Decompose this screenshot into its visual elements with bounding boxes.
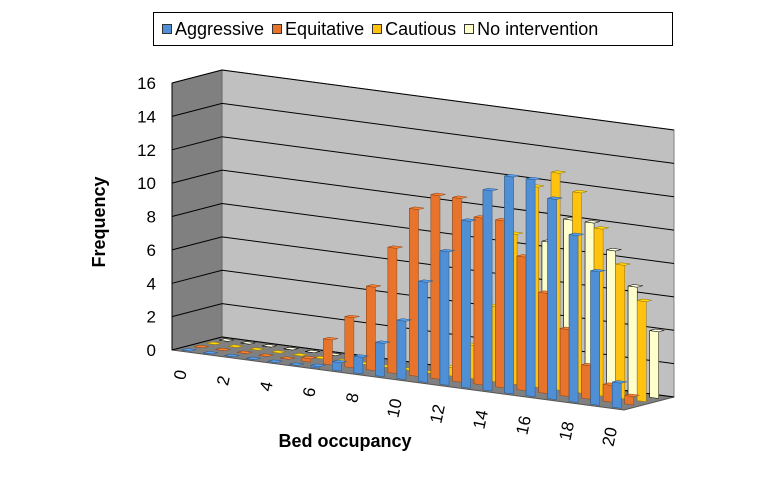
y-tick-label: 14 <box>137 107 156 126</box>
bar <box>409 206 425 377</box>
bar <box>344 314 360 369</box>
bar <box>590 268 606 406</box>
bar <box>305 349 320 354</box>
y-tick-label: 8 <box>147 208 156 227</box>
bar <box>301 355 317 363</box>
bar <box>375 340 391 378</box>
bar <box>439 248 455 386</box>
bar <box>559 326 575 397</box>
legend-label: Equitative <box>285 18 365 39</box>
gridline <box>171 136 675 198</box>
bar <box>292 353 308 357</box>
bar <box>271 350 286 354</box>
tick-labels: 0 2 4 6 8 10 12 14 16 0 2 4 6 8 10 12 14 16 18 20 <box>137 74 621 448</box>
gridline <box>171 169 675 231</box>
bar <box>473 215 489 386</box>
bar <box>237 350 252 354</box>
bar <box>430 192 446 380</box>
legend-item: Equitative <box>272 19 364 40</box>
bar <box>323 336 339 366</box>
bar <box>249 347 265 351</box>
legend-swatch <box>372 24 383 34</box>
gridline <box>171 69 675 131</box>
y-tick-label: 6 <box>147 241 156 260</box>
legend-swatch <box>162 24 172 34</box>
legend-item: Aggressive <box>162 19 264 40</box>
bar <box>387 245 403 374</box>
bar <box>283 347 299 351</box>
bar <box>228 344 243 348</box>
legend-swatch <box>464 24 475 34</box>
x-tick-label: 14 <box>469 408 492 430</box>
x-axis-label: Bed occupancy <box>278 431 411 451</box>
bar <box>606 247 622 394</box>
bar <box>366 284 382 371</box>
bar <box>516 254 532 391</box>
legend-swatch <box>272 24 283 34</box>
bars <box>181 170 665 409</box>
bar <box>602 382 618 403</box>
bar <box>332 359 348 372</box>
y-tick-label: 2 <box>147 308 156 327</box>
bar <box>627 284 643 396</box>
bar <box>289 362 305 366</box>
bar <box>482 187 498 392</box>
bar <box>206 341 222 345</box>
bar <box>525 176 541 398</box>
bar <box>504 174 520 395</box>
x-tick-label: 18 <box>556 420 579 442</box>
x-tick-label: 10 <box>383 397 406 419</box>
bar <box>568 232 584 403</box>
y-axis-label: Frequency <box>89 176 109 267</box>
legend-label: Cautious <box>385 18 457 39</box>
x-tick-label: 4 <box>256 380 277 393</box>
y-tick-label: 4 <box>147 274 156 293</box>
bar <box>649 328 665 399</box>
bar <box>203 351 218 355</box>
x-tick-label: 12 <box>426 403 449 425</box>
x-tick-label: 16 <box>512 414 535 436</box>
x-tick-label: 2 <box>213 374 234 387</box>
bar <box>194 344 209 349</box>
bar <box>636 298 652 403</box>
x-tick-label: 20 <box>599 425 622 447</box>
bar <box>240 341 256 345</box>
x-tick-label: 8 <box>342 391 363 404</box>
bar <box>246 356 261 360</box>
bar <box>353 354 369 375</box>
bar <box>611 380 627 409</box>
gridline <box>171 102 675 164</box>
bar <box>215 347 231 351</box>
legend-item: Cautious <box>372 19 456 40</box>
x-tick-label: 6 <box>299 385 320 398</box>
bar <box>181 348 197 352</box>
gridline <box>171 202 675 264</box>
legend: Aggressive Equitative Cautious No intervent… <box>153 12 673 46</box>
bar <box>280 356 295 360</box>
legend-item: No intervention <box>464 19 598 40</box>
bar <box>624 393 640 406</box>
y-tick-label: 0 <box>147 341 156 360</box>
y-tick-label: 10 <box>137 174 156 193</box>
bar <box>452 195 468 383</box>
legend-label: No intervention <box>477 18 599 39</box>
legend-label: Aggressive <box>175 18 265 39</box>
bar <box>310 363 326 369</box>
bar <box>224 353 240 358</box>
bar <box>418 279 434 383</box>
bar <box>267 359 283 363</box>
bar <box>219 338 234 342</box>
x-tick-label: 0 <box>170 368 191 381</box>
bar <box>461 218 477 389</box>
bar <box>262 344 277 348</box>
bar <box>258 353 274 357</box>
y-tick-label: 16 <box>137 74 156 93</box>
bar <box>547 196 563 400</box>
bar <box>396 318 412 380</box>
y-tick-label: 12 <box>137 141 156 160</box>
